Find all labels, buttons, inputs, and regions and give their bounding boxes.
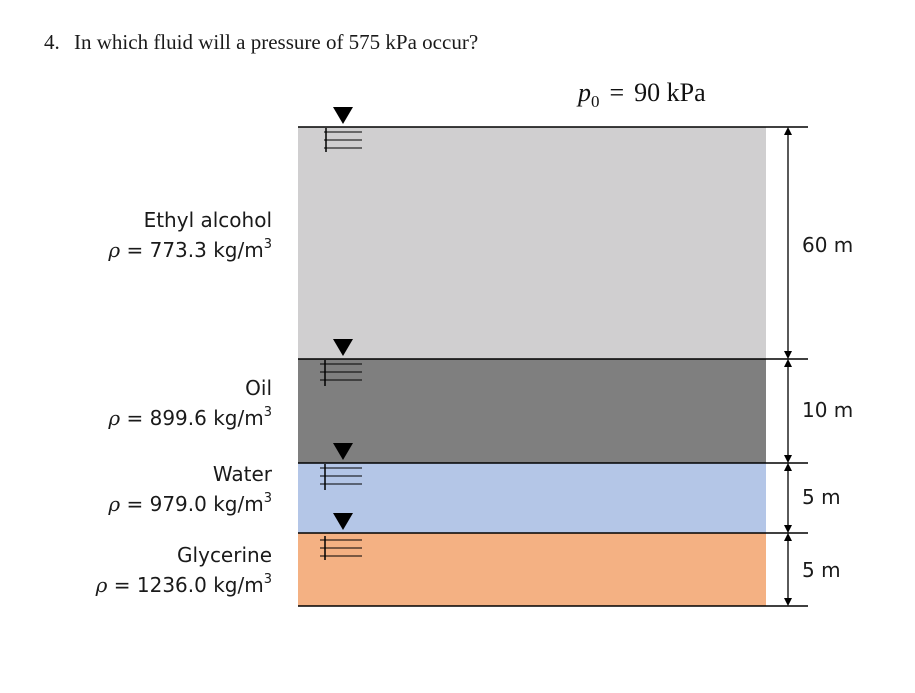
dimension-arrows — [784, 127, 792, 606]
layer-oil — [298, 359, 766, 463]
layer-water — [298, 463, 766, 533]
free-surface-triangle-icon — [320, 513, 362, 560]
layer-ethyl-alcohol — [298, 127, 766, 359]
pressure-value: 90 kPa — [634, 78, 706, 107]
pressure-symbol: p — [578, 78, 591, 107]
thickness-ethyl-alcohol: 60 m — [802, 233, 854, 257]
label-water: Water ρ = 979.0 kg/m3 — [108, 459, 272, 519]
pressure-subscript: 0 — [591, 92, 600, 111]
question-body: In which fluid will a pressure of 575 kP… — [74, 30, 479, 54]
layer-glycerine — [298, 533, 766, 606]
interface-lines — [298, 126, 808, 607]
thickness-water: 5 m — [802, 485, 841, 509]
double-arrow-icon — [784, 359, 792, 463]
free-surface-triangle-icon — [324, 107, 362, 152]
thickness-glycerine: 5 m — [802, 558, 841, 582]
double-arrow-icon — [784, 127, 792, 359]
double-arrow-icon — [784, 463, 792, 533]
question-number: 4. — [44, 30, 60, 54]
free-surface-triangle-icon — [320, 443, 362, 490]
free-surface-triangle-icon — [320, 339, 362, 386]
pressure-equals: = — [609, 78, 625, 107]
fluid-name: Glycerine — [177, 543, 272, 567]
fluid-name: Oil — [245, 376, 272, 400]
fluid-density: ρ = 1236.0 kg/m3 — [95, 572, 272, 597]
fluid-density: ρ = 979.0 kg/m3 — [108, 491, 272, 516]
surface-pressure-label: p0 = 90 kPa — [578, 78, 706, 112]
double-arrow-icon — [784, 533, 792, 606]
label-glycerine: Glycerine ρ = 1236.0 kg/m3 — [96, 540, 272, 600]
question-text: 4. In which fluid will a pressure of 575 … — [44, 30, 478, 55]
fluid-name: Ethyl alcohol — [143, 208, 272, 232]
fluid-density: ρ = 899.6 kg/m3 — [108, 405, 272, 430]
thickness-oil: 10 m — [802, 398, 854, 422]
fluid-name: Water — [212, 462, 272, 486]
fluid-density: ρ = 773.3 kg/m3 — [108, 237, 272, 262]
label-oil: Oil ρ = 899.6 kg/m3 — [108, 373, 272, 433]
label-ethyl-alcohol: Ethyl alcohol ρ = 773.3 kg/m3 — [108, 205, 272, 265]
